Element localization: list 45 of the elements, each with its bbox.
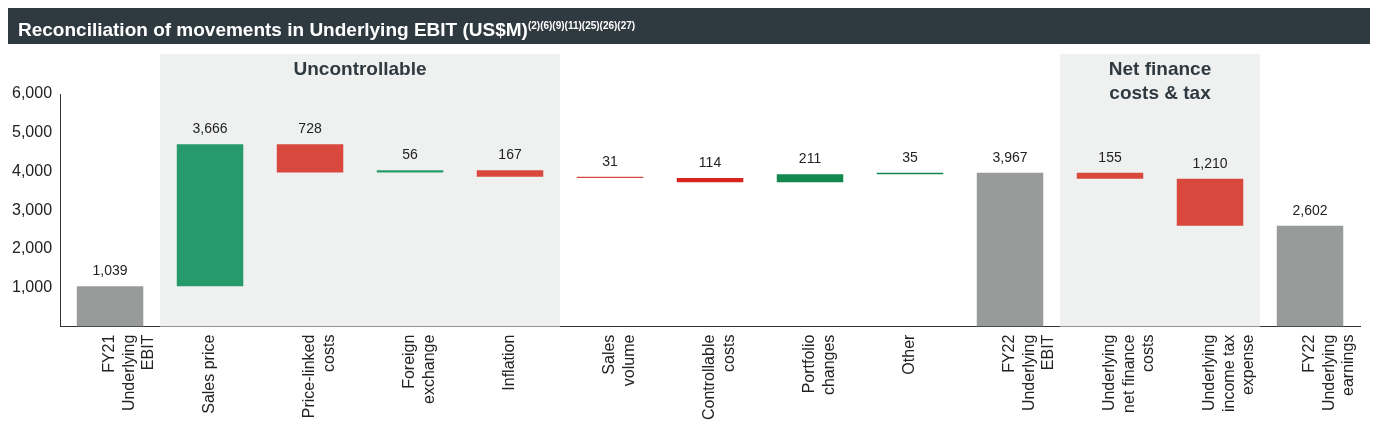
x-tick-label: Inflation: [500, 334, 518, 391]
y-tick-label: 3,000: [11, 200, 53, 218]
data-label: 3,666: [192, 120, 228, 137]
data-label: 2,602: [1292, 201, 1328, 218]
bar: [76, 286, 144, 327]
data-label: 1,210: [1192, 154, 1228, 171]
x-tick-label: Underlying net finance costs: [1100, 334, 1156, 413]
x-tick-label: Foreign exchange: [400, 334, 437, 405]
data-label: 167: [498, 146, 522, 163]
x-tick-label: Sales price: [200, 334, 218, 414]
bar: [976, 172, 1044, 327]
chart-title: Reconciliation of movements in Underlying EBIT (US$M)$^{(2)(6)(9)(11)(25)(26)(27)}$: [8, 8, 1370, 44]
bar: [676, 177, 744, 183]
data-label: 3,967: [992, 148, 1028, 165]
x-tick-label: Controllable costs: [700, 334, 737, 421]
bar: [776, 174, 844, 183]
y-tick-label: 1,000: [11, 278, 53, 296]
data-label: 155: [1098, 148, 1122, 165]
bar: [1176, 178, 1244, 226]
bar: [1276, 225, 1344, 327]
data-label: 728: [298, 120, 322, 137]
data-label: 1,039: [92, 262, 128, 279]
band-label: Uncontrollable: [293, 57, 427, 79]
data-label: 114: [698, 153, 722, 170]
x-tick-label: FY21 Underlying EBIT: [100, 334, 156, 412]
y-tick-label: 4,000: [11, 161, 53, 179]
x-tick-label: FY22 Underlying EBIT: [1000, 334, 1056, 412]
band-label: Net finance costs & tax: [1108, 57, 1212, 103]
x-tick-label: Price-linked costs: [300, 334, 337, 419]
bar: [176, 144, 244, 287]
data-label: 211: [798, 150, 822, 167]
bar: [1076, 172, 1144, 179]
y-tick-label: 5,000: [11, 123, 53, 141]
x-tick-label: Other: [900, 333, 918, 375]
y-tick-label: 6,000: [11, 84, 53, 102]
x-tick-label: Portfolio changes: [800, 334, 837, 396]
x-tick-label: Sales volume: [600, 334, 637, 387]
bar: [476, 170, 544, 177]
data-label: 35: [902, 148, 919, 165]
data-label: 31: [602, 152, 619, 169]
y-tick-label: 2,000: [11, 239, 53, 257]
bar: [276, 144, 344, 173]
data-label: 56: [402, 146, 419, 163]
bar: [376, 170, 444, 173]
x-tick-label: Underlying income tax expense: [1200, 334, 1256, 412]
